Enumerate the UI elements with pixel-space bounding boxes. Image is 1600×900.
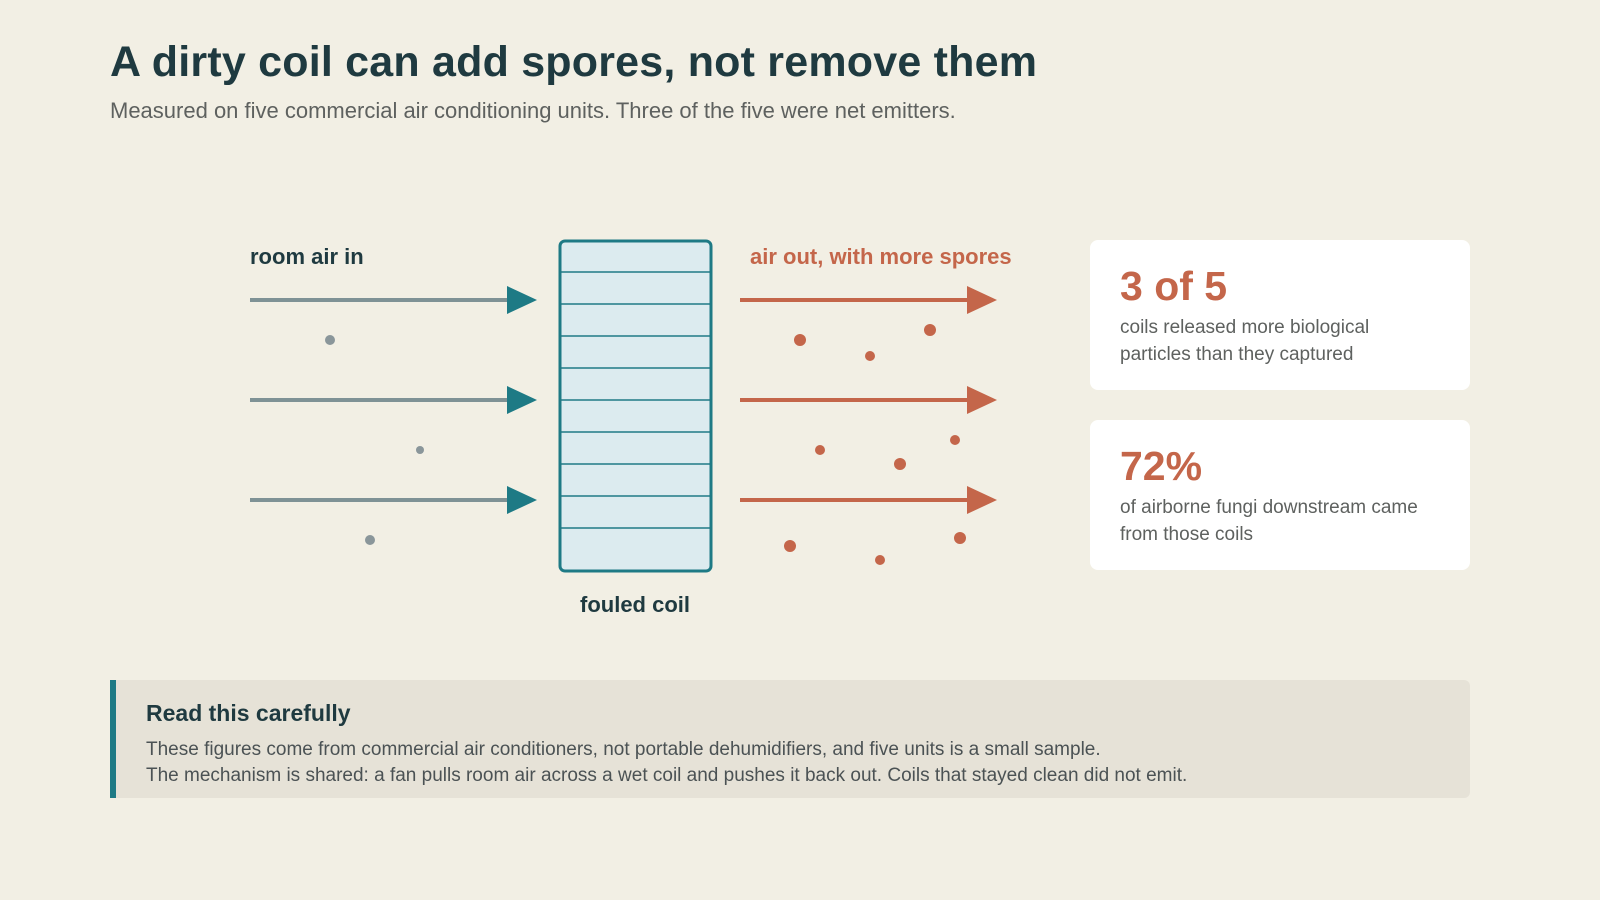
particle-out [784,540,796,552]
stat-description: coils released more biological particles… [1120,317,1370,365]
outflow-arrows [740,286,997,514]
inflow-arrowhead [507,486,537,514]
page-title: A dirty coil can add spores, not remove … [110,38,1038,86]
inflow-particles [325,335,424,545]
particle-out [954,532,966,544]
stat-value: 72% [1120,443,1203,489]
particle-out [875,555,885,565]
stat-card-fungi: 72% of airborne fungi downstream came fr… [1090,420,1470,570]
particle-in [365,535,375,545]
callout-line: These figures come from commercial air c… [146,739,1101,760]
fouled-coil [558,239,713,573]
outflow-particles [784,324,966,565]
coil-body [558,239,713,573]
callout-line: The mechanism is shared: a fan pulls roo… [146,765,1188,786]
coil-fins [561,271,710,529]
particle-out [815,445,825,455]
inflow-arrowhead [507,386,537,414]
outflow-arrowhead [967,386,997,414]
inflow-arrowhead [507,286,537,314]
inflow-arrows [250,286,537,514]
stat-card-coils: 3 of 5 coils released more biological pa… [1090,240,1470,390]
outflow-arrowhead [967,486,997,514]
caveat-callout: Read this carefully These figures come f… [110,680,1470,798]
outflow-arrowhead [967,286,997,314]
particle-in [416,446,424,454]
particle-in [325,335,335,345]
particle-out [894,458,906,470]
page-subtitle: Measured on five commercial air conditio… [110,98,956,123]
callout-title: Read this carefully [146,700,351,726]
stat-value: 3 of 5 [1120,263,1228,309]
particle-out [924,324,936,336]
particle-out [865,351,875,361]
label-room-air-in: room air in [250,244,364,269]
stat-description: of airborne fungi downstream came from t… [1120,497,1418,545]
label-fouled-coil: fouled coil [580,592,690,617]
particle-out [950,435,960,445]
label-air-out: air out, with more spores [750,244,1012,269]
particle-out [794,334,806,346]
